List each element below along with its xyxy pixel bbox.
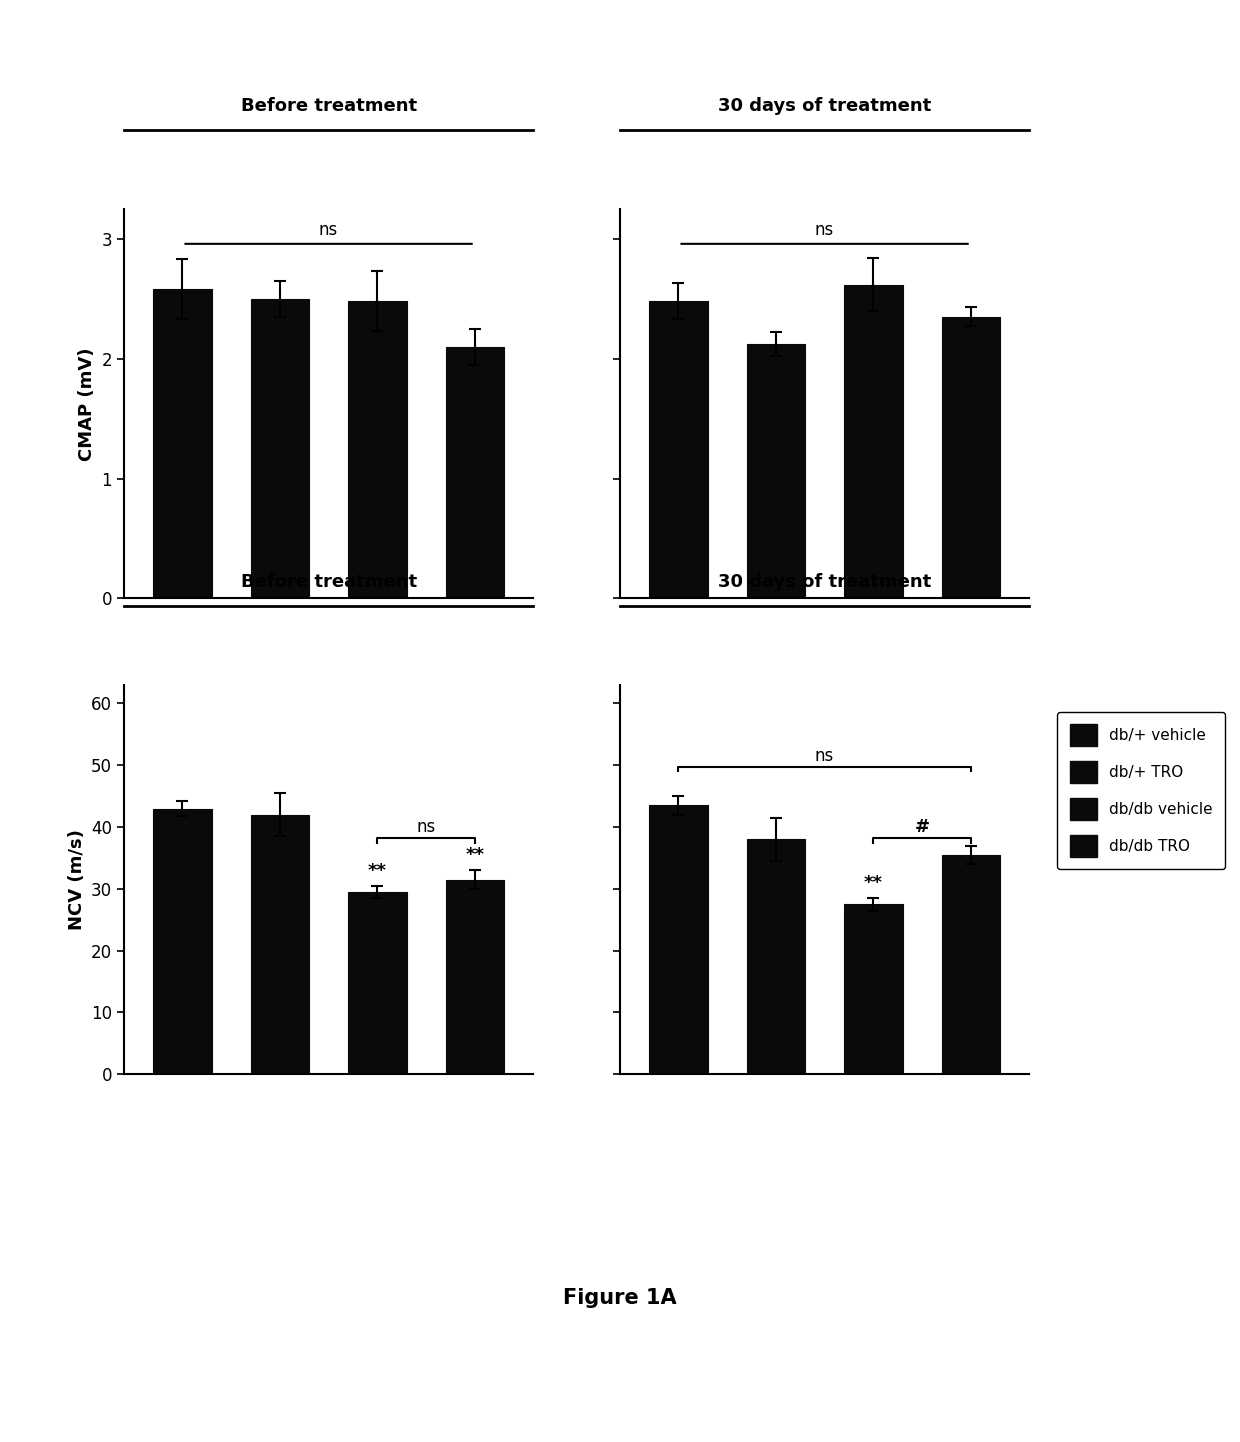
- Bar: [154, 809, 212, 1074]
- Bar: [154, 290, 212, 598]
- Text: **: **: [465, 846, 485, 864]
- Legend: db/+ vehicle, db/+ TRO, db/db vehicle, db/db TRO: db/+ vehicle, db/+ TRO, db/db vehicle, d…: [1058, 712, 1225, 870]
- Bar: [445, 880, 503, 1074]
- Bar: [941, 855, 999, 1074]
- Text: ns: ns: [319, 221, 339, 239]
- Bar: [746, 839, 805, 1074]
- Bar: [348, 893, 407, 1074]
- Bar: [650, 301, 708, 598]
- Bar: [250, 298, 309, 598]
- Bar: [746, 345, 805, 598]
- Text: #: #: [914, 819, 930, 836]
- Bar: [650, 806, 708, 1074]
- Bar: [445, 348, 503, 598]
- Y-axis label: NCV (m/s): NCV (m/s): [67, 829, 86, 930]
- Text: Figure 1A: Figure 1A: [563, 1288, 677, 1308]
- Bar: [844, 284, 903, 598]
- Text: ns: ns: [417, 819, 435, 836]
- Bar: [348, 301, 407, 598]
- Text: 30 days of treatment: 30 days of treatment: [718, 574, 931, 591]
- Text: Before treatment: Before treatment: [241, 98, 417, 115]
- Bar: [941, 317, 999, 598]
- Text: **: **: [368, 862, 387, 880]
- Text: ns: ns: [815, 221, 835, 239]
- Text: **: **: [864, 874, 883, 893]
- Text: ns: ns: [815, 747, 835, 766]
- Bar: [250, 815, 309, 1074]
- Text: 30 days of treatment: 30 days of treatment: [718, 98, 931, 115]
- Text: Before treatment: Before treatment: [241, 574, 417, 591]
- Bar: [844, 904, 903, 1074]
- Y-axis label: CMAP (mV): CMAP (mV): [78, 348, 95, 460]
